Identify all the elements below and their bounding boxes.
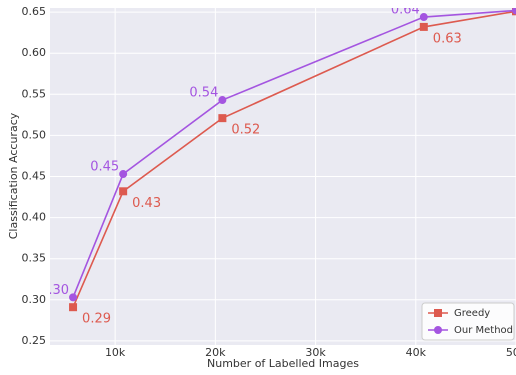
- data-label: 0.64: [391, 3, 420, 18]
- y-tick-label: 0.25: [22, 334, 47, 347]
- marker: [419, 13, 428, 22]
- y-tick-label: 0.40: [22, 211, 47, 224]
- data-label: 0.30: [40, 283, 69, 298]
- y-tick-label: 0.65: [22, 5, 47, 18]
- y-tick-label: 0.45: [22, 170, 47, 183]
- x-tick-label: 20k: [205, 346, 226, 359]
- y-tick-label: 0.30: [22, 293, 47, 306]
- data-label: 0.45: [90, 160, 119, 175]
- x-tick-label: 50k: [506, 346, 516, 359]
- y-tick-label: 0.50: [22, 128, 47, 141]
- data-label: 0.43: [132, 196, 161, 211]
- grid: [50, 8, 516, 345]
- marker: [69, 293, 78, 302]
- legend: Greedy Our Method: [421, 302, 515, 341]
- marker: [419, 22, 428, 31]
- legend-label: Our Method: [454, 325, 513, 336]
- y-tick-label: 0.60: [22, 46, 47, 59]
- x-tick-label: 30k: [305, 346, 326, 359]
- x-axis-label: Number of Labelled Images: [207, 357, 359, 370]
- x-tick-label: 40k: [406, 346, 427, 359]
- y-tick-label: 0.35: [22, 252, 47, 265]
- plot: 0.290.430.520.630.650.300.450.540.640.65: [40, 0, 516, 327]
- data-label: 0.65: [483, 0, 512, 11]
- x-tick-label: 10k: [105, 346, 126, 359]
- marker: [218, 96, 227, 105]
- data-label: 0.54: [189, 86, 218, 101]
- marker: [218, 114, 227, 123]
- marker: [512, 8, 516, 15]
- legend-label: Greedy: [454, 308, 490, 319]
- data-label: 0.29: [82, 312, 111, 327]
- y-axis-label: Classification Accuracy: [7, 112, 20, 239]
- data-label: 0.52: [231, 123, 260, 138]
- marker: [434, 326, 442, 334]
- data-label: 0.63: [433, 31, 462, 46]
- marker: [119, 187, 128, 196]
- marker: [119, 170, 128, 179]
- marker: [434, 309, 442, 317]
- marker: [69, 303, 78, 312]
- y-tick-label: 0.55: [22, 87, 47, 100]
